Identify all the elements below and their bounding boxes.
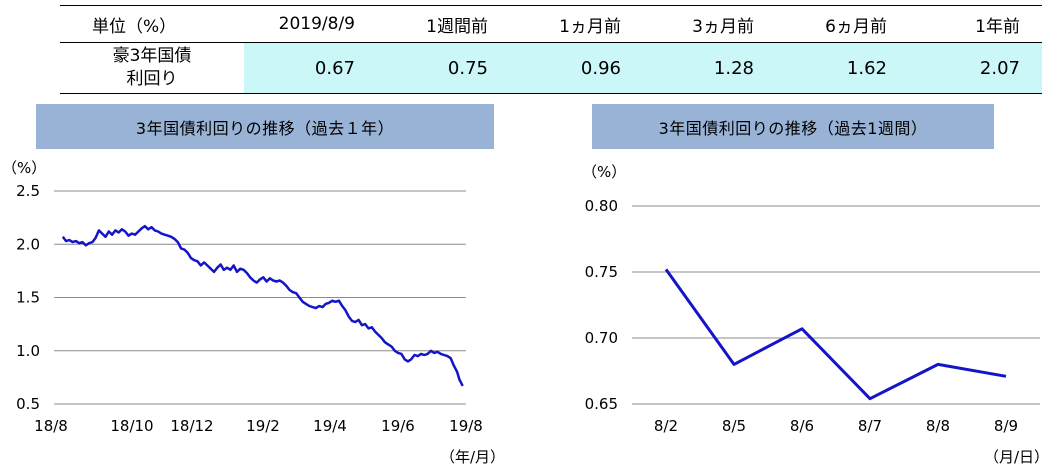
x-tick-label: 18/12 bbox=[170, 417, 213, 435]
column-header-date: 2019/8/9 bbox=[244, 5, 377, 43]
column-header-1-year-ago: 1年前 bbox=[909, 5, 1042, 43]
x-tick-label: 19/4 bbox=[313, 417, 347, 435]
chart-title-1-week: 3年国債利回りの推移（過去1週間） bbox=[592, 104, 994, 149]
value-3-months-ago: 1.28 bbox=[643, 42, 776, 94]
y-tick-label: 0.5 bbox=[16, 395, 40, 413]
value-current: 0.67 bbox=[244, 42, 377, 94]
x-tick-label: 18/10 bbox=[110, 417, 153, 435]
row-label-line1: 豪3年国債 bbox=[112, 46, 192, 66]
summary-value-row: 豪3年国債 利回り 0.67 0.75 0.96 1.28 1.62 2.07 bbox=[60, 42, 1042, 94]
y-tick-label: 2.5 bbox=[16, 182, 40, 200]
chart-title-1-year: 3年国債利回りの推移（過去１年） bbox=[36, 104, 494, 149]
row-label: 豪3年国債 利回り bbox=[60, 42, 244, 94]
unit-label: 単位（%） bbox=[60, 5, 244, 43]
summary-header-row: 単位（%） 2019/8/9 1週間前 1ヵ月前 3ヵ月前 6ヵ月前 1年前 bbox=[60, 5, 1042, 43]
y-tick-label: 2.0 bbox=[16, 235, 40, 253]
column-header-1-week-ago: 1週間前 bbox=[377, 5, 510, 43]
y-tick-label: 1.5 bbox=[16, 289, 40, 307]
y-axis-unit-label: （%） bbox=[2, 159, 46, 177]
x-tick-label: 19/2 bbox=[246, 417, 280, 435]
x-tick-label: 18/8 bbox=[34, 417, 68, 435]
value-1-week-ago: 0.75 bbox=[377, 42, 510, 94]
column-header-6-months-ago: 6ヵ月前 bbox=[776, 5, 909, 43]
value-6-months-ago: 1.62 bbox=[776, 42, 909, 94]
x-axis-unit-label: （年/月） bbox=[440, 448, 505, 466]
yield-line-1-year bbox=[61, 224, 464, 387]
yield-summary-table: 単位（%） 2019/8/9 1週間前 1ヵ月前 3ヵ月前 6ヵ月前 1年前 豪… bbox=[60, 5, 1042, 94]
x-tick-label: 19/8 bbox=[449, 417, 483, 435]
y-tick-label: 1.0 bbox=[16, 342, 40, 360]
row-label-line2: 利回り bbox=[126, 69, 178, 89]
column-header-3-months-ago: 3ヵ月前 bbox=[643, 5, 776, 43]
x-tick-label: 19/6 bbox=[381, 417, 415, 435]
value-1-month-ago: 0.96 bbox=[510, 42, 643, 94]
value-1-year-ago: 2.07 bbox=[909, 42, 1042, 94]
column-header-1-month-ago: 1ヵ月前 bbox=[510, 5, 643, 43]
